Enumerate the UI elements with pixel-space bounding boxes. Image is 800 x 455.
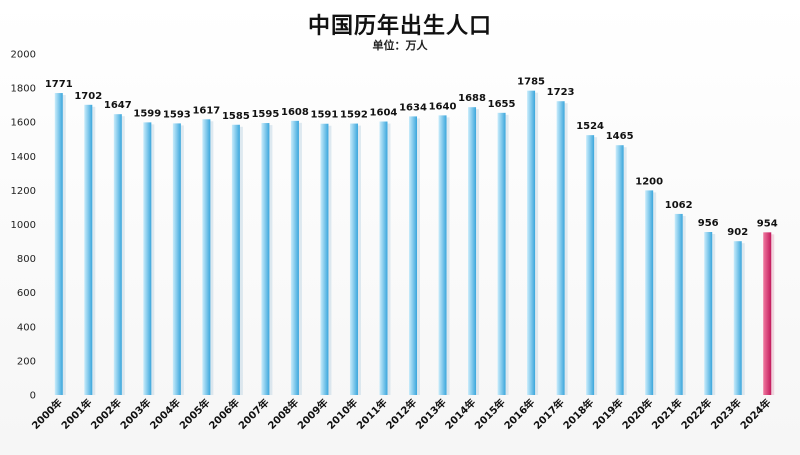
bar (497, 112, 506, 395)
x-tick-label: 2002年 (88, 396, 124, 432)
bar (261, 123, 270, 396)
y-tick-label: 1000 (11, 220, 36, 231)
data-label: 1647 (104, 100, 132, 111)
data-label: 1595 (251, 109, 279, 120)
bar (202, 119, 211, 395)
x-tick-label: 2010年 (324, 396, 360, 432)
x-tick-label: 2012年 (383, 396, 419, 432)
data-label: 902 (727, 227, 748, 238)
bar (290, 120, 299, 395)
bar (113, 114, 122, 396)
y-tick-label: 200 (17, 356, 36, 367)
data-label: 1655 (488, 99, 516, 110)
x-tick-label: 2009年 (295, 396, 331, 432)
y-tick-label: 400 (17, 322, 36, 333)
y-axis: 0 200 400 600 800 1000 1200 1400 1600 1800 2000 (11, 50, 36, 402)
bar (586, 135, 595, 395)
chart-title: 中国历年出生人口 (307, 14, 492, 39)
data-label: 1702 (74, 91, 102, 102)
y-tick-label: 0 (30, 391, 36, 402)
data-label: 1200 (635, 176, 663, 187)
bar (349, 123, 358, 396)
x-tick-label: 2014年 (442, 396, 478, 432)
bars (54, 90, 775, 396)
data-label: 1465 (606, 131, 634, 142)
x-tick-label: 2011年 (354, 396, 390, 432)
data-label: 1634 (399, 102, 427, 113)
bar (674, 213, 683, 395)
x-tick-label: 2001年 (58, 396, 94, 432)
bar (379, 121, 388, 395)
x-tick-label: 2007年 (236, 396, 272, 432)
data-label: 1599 (133, 108, 161, 119)
data-label: 1608 (281, 107, 309, 118)
bar (556, 101, 565, 395)
bar-highlight (763, 232, 772, 395)
data-label: 956 (698, 218, 719, 229)
x-axis: 2000年2001年2002年2003年2004年2005年2006年2007年… (29, 396, 773, 432)
x-tick-label: 2023年 (708, 396, 744, 432)
y-tick-label: 1600 (11, 118, 36, 129)
bar (409, 116, 417, 395)
x-tick-label: 2017年 (531, 396, 567, 432)
bar (645, 190, 654, 395)
bar (320, 123, 329, 395)
data-label: 1617 (192, 105, 220, 116)
y-tick-label: 1400 (11, 152, 36, 163)
x-tick-label: 2016年 (501, 396, 537, 432)
bar (704, 232, 713, 395)
y-tick-label: 600 (17, 288, 36, 299)
x-tick-label: 2008年 (265, 396, 301, 432)
x-tick-label: 2022年 (678, 396, 714, 432)
bar (468, 107, 477, 396)
bar (231, 124, 240, 395)
bar (143, 122, 152, 396)
x-tick-label: 2021年 (649, 396, 685, 432)
bar (438, 115, 447, 395)
data-label: 1591 (311, 110, 339, 121)
bar (172, 123, 181, 396)
y-tick-label: 800 (17, 254, 36, 265)
x-tick-label: 2003年 (117, 396, 153, 432)
data-label: 1592 (340, 110, 368, 121)
data-label: 1688 (458, 93, 486, 104)
y-tick-label: 2000 (11, 50, 36, 61)
data-label: 1593 (163, 109, 191, 120)
x-tick-label: 2019年 (590, 396, 626, 432)
bar (733, 241, 742, 395)
x-tick-label: 2020年 (619, 396, 655, 432)
data-label: 1062 (665, 200, 693, 211)
x-tick-label: 2006年 (206, 396, 242, 432)
x-tick-label: 2018年 (560, 396, 596, 432)
x-tick-label: 2005年 (177, 396, 213, 432)
bar (84, 104, 93, 396)
data-label: 1524 (576, 121, 604, 132)
bar (615, 145, 624, 395)
bar (54, 93, 63, 396)
data-label: 1723 (547, 87, 575, 98)
data-label: 1785 (517, 77, 545, 88)
data-label: 1585 (222, 111, 250, 122)
x-tick-label: 2013年 (413, 396, 449, 432)
data-label: 1604 (370, 108, 398, 119)
y-tick-label: 1800 (11, 84, 36, 95)
chart-subtitle: 单位：万人 (372, 39, 428, 52)
data-label: 1771 (45, 79, 73, 90)
bar (527, 90, 536, 395)
x-tick-label: 2015年 (472, 396, 508, 432)
x-tick-label: 2004年 (147, 396, 183, 432)
x-tick-label: 2024年 (737, 396, 773, 432)
data-label: 954 (757, 218, 778, 229)
data-label: 1640 (429, 101, 457, 112)
y-tick-label: 1200 (11, 186, 36, 197)
